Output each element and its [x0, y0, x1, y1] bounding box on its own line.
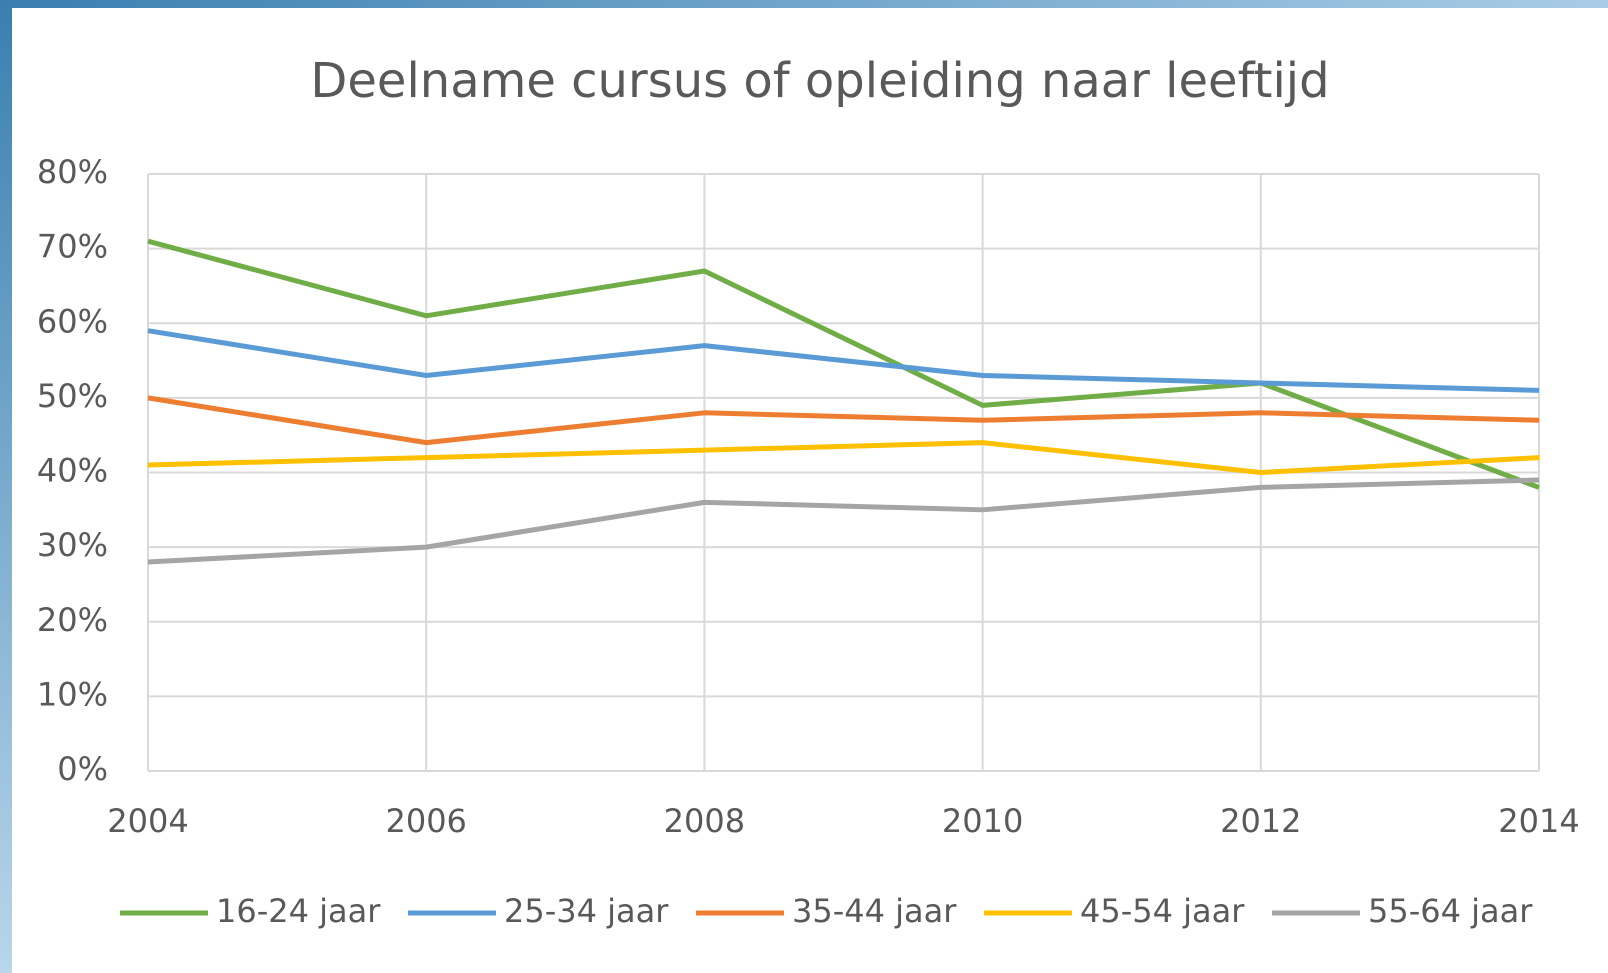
series-line — [147, 440, 1540, 475]
x-tick-label: 2012 — [1220, 802, 1301, 840]
frame-top — [0, 0, 1608, 10]
y-tick-label: 0% — [57, 750, 108, 788]
y-tick-label: 80% — [37, 153, 108, 191]
chart-title: Deelname cursus of opleiding naar leefti… — [310, 53, 1329, 109]
y-tick-label: 60% — [37, 302, 108, 340]
x-tick-label: 2010 — [942, 802, 1023, 840]
x-tick-label: 2006 — [385, 802, 466, 840]
legend-label: 16-24 jaar — [216, 892, 381, 930]
x-tick-label: 2008 — [664, 802, 745, 840]
series-line — [147, 477, 1540, 565]
legend-label: 25-34 jaar — [504, 892, 669, 930]
legend-label: 55-64 jaar — [1368, 892, 1533, 930]
x-tick-label: 2014 — [1498, 802, 1579, 840]
series-line — [147, 395, 1540, 446]
y-tick-label: 10% — [37, 675, 108, 713]
series-line — [147, 238, 1540, 490]
legend-label: 45-54 jaar — [1080, 892, 1245, 930]
chart-area — [12, 8, 1608, 973]
y-tick-label: 70% — [37, 228, 108, 266]
y-tick-label: 20% — [37, 601, 108, 639]
series-line — [147, 328, 1540, 393]
legend-label: 35-44 jaar — [792, 892, 957, 930]
y-tick-label: 40% — [37, 452, 108, 490]
y-tick-label: 30% — [37, 526, 108, 564]
x-tick-label: 2004 — [107, 802, 188, 840]
y-tick-label: 50% — [37, 377, 108, 415]
